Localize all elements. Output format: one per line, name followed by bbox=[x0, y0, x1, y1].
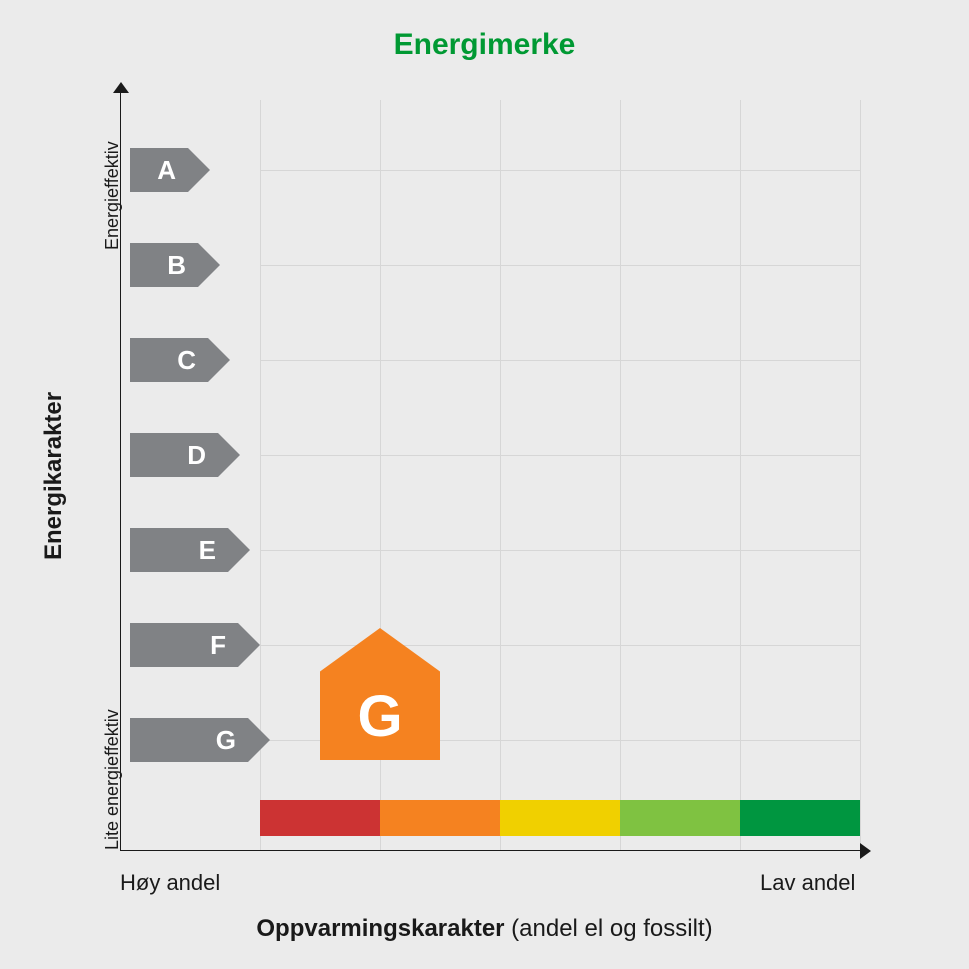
grade-tag-e: E bbox=[130, 528, 250, 572]
y-axis-arrow-icon bbox=[113, 82, 129, 93]
grade-tag-g: G bbox=[130, 718, 270, 762]
x-axis-arrow-icon bbox=[860, 843, 871, 859]
grade-tag-label: G bbox=[130, 718, 248, 762]
color-scale-segment bbox=[740, 800, 860, 836]
grid-line-horizontal bbox=[260, 550, 860, 551]
grade-tag-b: B bbox=[130, 243, 220, 287]
rating-marker-house-icon: G bbox=[320, 628, 440, 760]
grade-tag-d: D bbox=[130, 433, 240, 477]
grade-tag-arrow-icon bbox=[218, 433, 240, 477]
grade-tag-label: B bbox=[130, 243, 198, 287]
color-scale-segment bbox=[380, 800, 500, 836]
grid-line-horizontal bbox=[260, 455, 860, 456]
grade-tag-a: A bbox=[130, 148, 210, 192]
color-scale-segment bbox=[500, 800, 620, 836]
grade-tag-label: D bbox=[130, 433, 218, 477]
y-axis-main-label: Energikarakter bbox=[40, 392, 68, 560]
grid-line-vertical bbox=[620, 100, 621, 850]
grid-line-vertical bbox=[500, 100, 501, 850]
y-axis-line bbox=[120, 90, 121, 850]
chart-title: Energimerke bbox=[0, 28, 969, 62]
energy-label-chart: Energimerke Energikarakter Energieffekti… bbox=[0, 0, 969, 969]
x-axis-line bbox=[120, 850, 860, 851]
grade-tag-arrow-icon bbox=[208, 338, 230, 382]
x-axis-main-label-rest: (andel el og fossilt) bbox=[505, 915, 713, 942]
x-axis-left-label: Høy andel bbox=[120, 870, 220, 896]
grade-tag-arrow-icon bbox=[238, 623, 260, 667]
grade-tag-arrow-icon bbox=[198, 243, 220, 287]
grid-line-vertical bbox=[740, 100, 741, 850]
x-axis-main-label-bold: Oppvarmingskarakter bbox=[256, 915, 504, 942]
grade-tag-arrow-icon bbox=[228, 528, 250, 572]
x-axis-main-label: Oppvarmingskarakter (andel el og fossilt… bbox=[0, 915, 969, 943]
grid-line-horizontal bbox=[260, 360, 860, 361]
grade-tag-f: F bbox=[130, 623, 260, 667]
color-scale-segment bbox=[260, 800, 380, 836]
rating-marker-letter: G bbox=[320, 683, 440, 750]
grade-tag-label: C bbox=[130, 338, 208, 382]
x-axis-right-label: Lav andel bbox=[760, 870, 855, 896]
color-scale-segment bbox=[620, 800, 740, 836]
grade-tag-arrow-icon bbox=[188, 148, 210, 192]
grid-line-vertical bbox=[860, 100, 861, 850]
grade-tag-label: E bbox=[130, 528, 228, 572]
grade-tag-arrow-icon bbox=[248, 718, 270, 762]
grade-tag-c: C bbox=[130, 338, 230, 382]
grade-tag-label: A bbox=[130, 148, 188, 192]
heating-color-scale bbox=[260, 800, 860, 836]
grid-line-horizontal bbox=[260, 265, 860, 266]
grade-tag-label: F bbox=[130, 623, 238, 667]
grid-line-horizontal bbox=[260, 170, 860, 171]
